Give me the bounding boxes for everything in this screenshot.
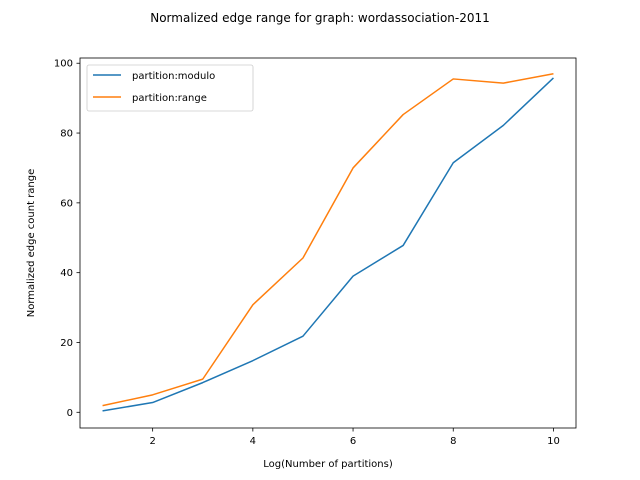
legend: partition:modulo partition:range bbox=[86, 64, 254, 112]
legend-label-range: partition:range bbox=[132, 93, 207, 104]
y-axis-label: Normalized edge count range bbox=[26, 169, 37, 318]
y-tick-label: 100 bbox=[54, 59, 73, 70]
plot-area bbox=[80, 58, 576, 428]
y-tick-label: 0 bbox=[67, 408, 73, 419]
series-line-range bbox=[102, 72, 554, 407]
y-tick-label: 80 bbox=[60, 129, 73, 140]
chart-title: Normalized edge range for graph: wordass… bbox=[150, 11, 490, 25]
legend-box bbox=[86, 64, 254, 112]
y-tick-label: 60 bbox=[60, 198, 73, 209]
x-tick-label: 10 bbox=[547, 436, 560, 447]
x-tick-label: 4 bbox=[250, 436, 256, 447]
x-tick-label: 2 bbox=[149, 436, 155, 447]
legend-label-modulo: partition:modulo bbox=[132, 71, 215, 82]
x-tick-label: 6 bbox=[350, 436, 356, 447]
plot-frame bbox=[79, 57, 577, 429]
x-axis-label: Log(Number of partitions) bbox=[263, 459, 393, 470]
y-tick-label: 40 bbox=[60, 268, 73, 279]
x-tick-label: 8 bbox=[450, 436, 456, 447]
series-line-modulo bbox=[102, 77, 554, 412]
series-layer bbox=[102, 72, 554, 412]
y-tick-label: 20 bbox=[60, 338, 73, 349]
